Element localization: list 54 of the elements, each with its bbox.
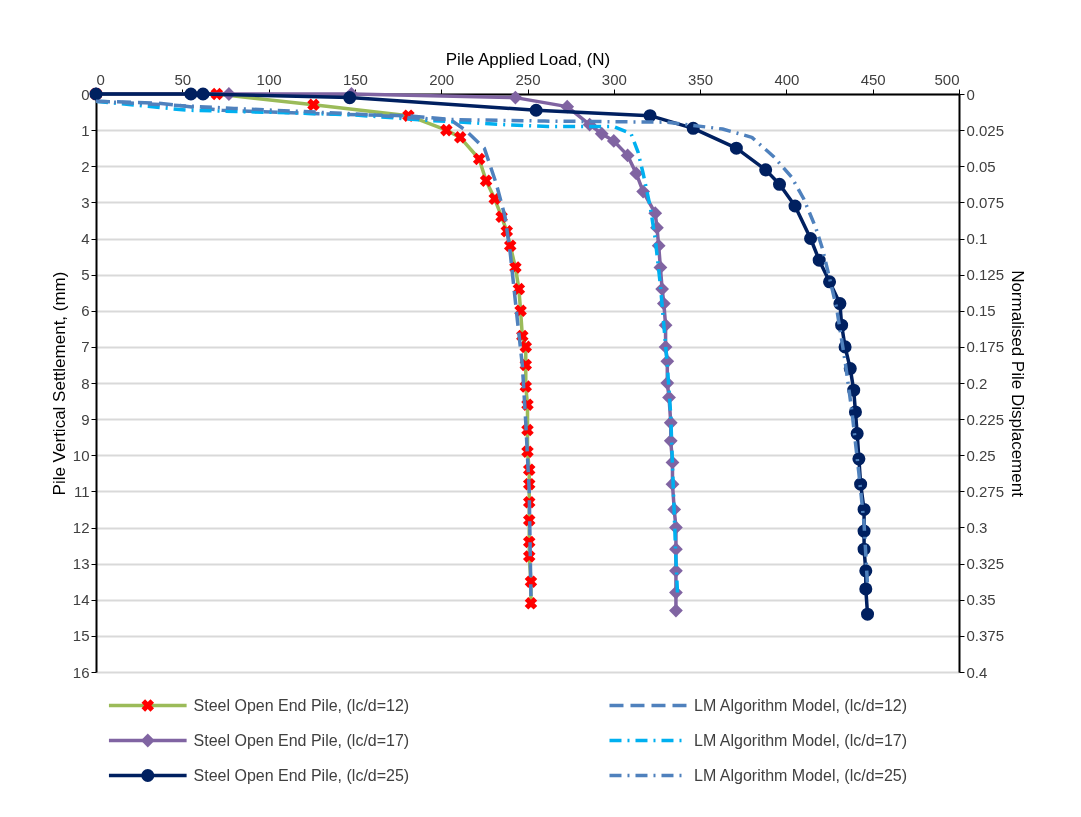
y2-tick-label: 0.275 <box>966 482 1005 500</box>
y2-tick-label: 0.125 <box>966 266 1005 284</box>
legend-label: LM Algorithm Model, (lc/d=17) <box>694 731 908 749</box>
y-tick-label: 10 <box>72 446 90 464</box>
legend-label: Steel Open End Pile, (lc/d=17) <box>193 731 410 749</box>
x-tick-label: 300 <box>601 70 627 88</box>
y-tick-label: 13 <box>72 555 90 573</box>
x-tick-label: 50 <box>174 70 192 88</box>
y-tick-label: 4 <box>81 230 90 247</box>
y2-tick-label: 0.15 <box>966 302 996 320</box>
x-tick-label: 100 <box>256 70 282 88</box>
legend-label: Steel Open End Pile, (lc/d=25) <box>193 766 410 784</box>
y-tick-label: 9 <box>81 410 90 428</box>
y2-tick-label: 0.05 <box>966 157 996 175</box>
y-tick-label: 15 <box>72 627 90 645</box>
y-tick-label: 5 <box>81 266 90 284</box>
y-axis-title: Pile Vertical Settlement, (mm) <box>49 271 69 496</box>
y2-tick-label: 0.2 <box>966 374 988 392</box>
legend-label: Steel Open End Pile, (lc/d=12) <box>193 696 410 714</box>
y2-axis-title: Normalised Pile Displacement <box>1008 270 1028 498</box>
y-tick-label: 3 <box>81 193 90 211</box>
x-tick-label: 150 <box>342 70 368 88</box>
y2-tick-label: 0.25 <box>966 446 996 464</box>
x-tick-label: 0 <box>96 70 105 88</box>
legend-label: LM Algorithm Model, (lc/d=25) <box>694 766 908 784</box>
y-tick-label: 8 <box>81 374 90 392</box>
x-tick-label: 200 <box>429 70 455 88</box>
y-tick-label: 12 <box>72 519 90 536</box>
x-tick-label: 500 <box>934 70 960 88</box>
y-tick-label: 1 <box>81 121 90 139</box>
y2-tick-label: 0 <box>966 85 975 103</box>
y2-tick-label: 0.1 <box>966 230 988 247</box>
y2-tick-label: 0.4 <box>966 663 988 681</box>
legend-label: LM Algorithm Model, (lc/d=12) <box>694 696 908 714</box>
y2-tick-label: 0.175 <box>966 338 1005 356</box>
y-tick-label: 6 <box>81 302 90 320</box>
y2-tick-label: 0.025 <box>966 121 1005 139</box>
y-tick-label: 11 <box>73 482 90 500</box>
y-tick-label: 0 <box>81 85 90 103</box>
y2-tick-label: 0.35 <box>966 591 996 609</box>
x-tick-label: 350 <box>688 70 714 88</box>
y2-tick-label: 0.225 <box>966 410 1005 428</box>
y2-tick-label: 0.3 <box>966 519 988 536</box>
x-tick-label: 400 <box>774 70 800 88</box>
y2-tick-label: 0.075 <box>966 193 1005 211</box>
y-tick-label: 16 <box>72 663 90 681</box>
y-tick-label: 7 <box>81 338 90 356</box>
x-axis-title: Pile Applied Load, (N) <box>445 49 611 69</box>
y-tick-label: 14 <box>72 591 90 609</box>
x-tick-label: 450 <box>860 70 886 88</box>
x-tick-label: 250 <box>515 70 541 88</box>
y2-tick-label: 0.325 <box>966 555 1005 573</box>
y-tick-label: 2 <box>81 157 90 175</box>
y2-tick-label: 0.375 <box>966 627 1005 645</box>
